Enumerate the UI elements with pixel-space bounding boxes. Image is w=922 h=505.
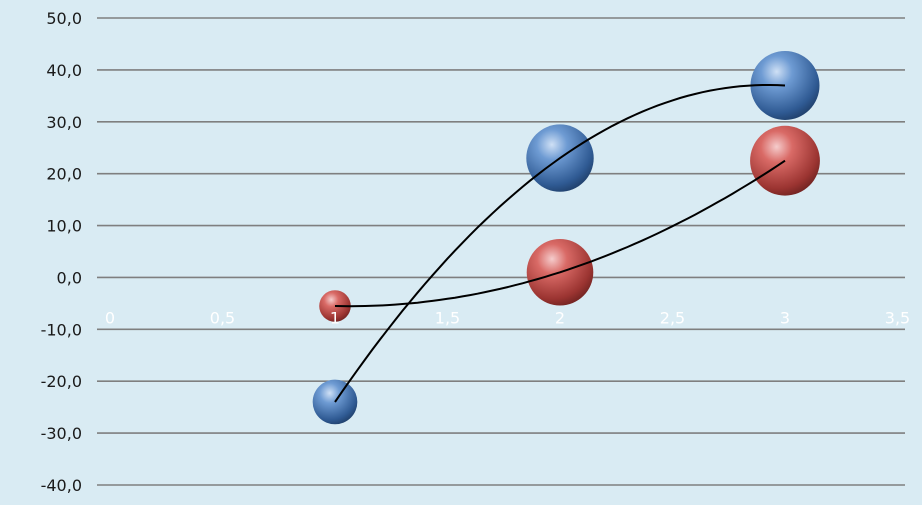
trendlines: [334, 84, 786, 403]
y-tick-label: -30,0: [41, 424, 82, 443]
bubbles: [312, 50, 820, 425]
x-axis-ticks: 0 0,5 1 1,5 2 2,5 3 3,5: [105, 308, 910, 327]
x-tick-label: 2,5: [660, 308, 685, 327]
x-tick-label: 0,5: [210, 308, 235, 327]
y-tick-label: 0,0: [57, 268, 82, 287]
trendline-series-1: [334, 84, 786, 403]
y-tick-label: -20,0: [41, 372, 82, 391]
x-tick-label: 1: [330, 308, 340, 327]
y-axis-ticks: 50,0 40,0 30,0 20,0 10,0 0,0 -10,0 -20,0 -30,0 -4…: [41, 9, 82, 495]
bubble-series-2: [319, 290, 351, 322]
y-tick-label: 40,0: [46, 61, 82, 80]
y-tick-label: 20,0: [46, 165, 82, 184]
x-tick-label: 0: [105, 308, 115, 327]
y-tick-label: -40,0: [41, 476, 82, 495]
x-tick-label: 3,5: [885, 308, 910, 327]
y-tick-label: -10,0: [41, 320, 82, 339]
x-tick-label: 2: [555, 308, 565, 327]
gridlines: [97, 17, 905, 486]
bubble-series-2: [750, 125, 820, 196]
y-tick-label: 30,0: [46, 113, 82, 132]
y-tick-label: 10,0: [46, 217, 82, 236]
y-tick-label: 50,0: [46, 9, 82, 28]
x-tick-label: 3: [780, 308, 790, 327]
trendline-series-2: [334, 159, 786, 308]
x-tick-label: 1,5: [435, 308, 460, 327]
